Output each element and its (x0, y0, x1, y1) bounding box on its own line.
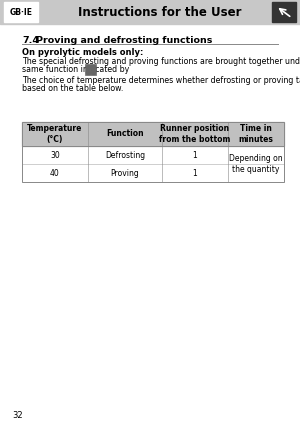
Text: On pyrolytic models only:: On pyrolytic models only: (22, 48, 143, 57)
Text: GB·IE: GB·IE (10, 8, 32, 17)
Bar (86, 65, 90, 69)
Bar (22, 122, 284, 146)
Bar (22, 146, 284, 164)
Text: Function: Function (106, 130, 144, 139)
Bar (22, 164, 284, 182)
Text: Defrosting: Defrosting (105, 150, 145, 159)
Text: Runner position
from the bottom: Runner position from the bottom (159, 124, 231, 144)
Bar (86, 70, 90, 74)
Text: 7.4: 7.4 (22, 36, 39, 45)
Text: same function indicated by: same function indicated by (22, 65, 129, 74)
Bar (91, 70, 95, 74)
Text: 40: 40 (50, 168, 60, 178)
Bar (85, 64, 96, 75)
Text: Proving and defrosting functions: Proving and defrosting functions (36, 36, 212, 45)
Text: Temperature
(°C): Temperature (°C) (27, 124, 83, 144)
Bar (272, 2, 296, 22)
Text: 32: 32 (12, 411, 22, 420)
Text: 1: 1 (193, 150, 197, 159)
Text: Time in
minutes: Time in minutes (238, 124, 273, 144)
Bar (0, 0, 300, 24)
Bar (4, 2, 38, 22)
Text: The special defrosting and proving functions are brought together under the: The special defrosting and proving funct… (22, 57, 300, 66)
Text: Instructions for the User: Instructions for the User (78, 6, 242, 19)
Text: based on the table below.: based on the table below. (22, 84, 123, 93)
Bar (91, 65, 95, 69)
Text: Proving: Proving (111, 168, 140, 178)
Bar (22, 122, 284, 182)
Text: 1: 1 (193, 168, 197, 178)
Text: The choice of temperature determines whether defrosting or proving takes place: The choice of temperature determines whe… (22, 76, 300, 85)
Text: Depending on
the quantity: Depending on the quantity (229, 154, 283, 174)
Text: 30: 30 (50, 150, 60, 159)
